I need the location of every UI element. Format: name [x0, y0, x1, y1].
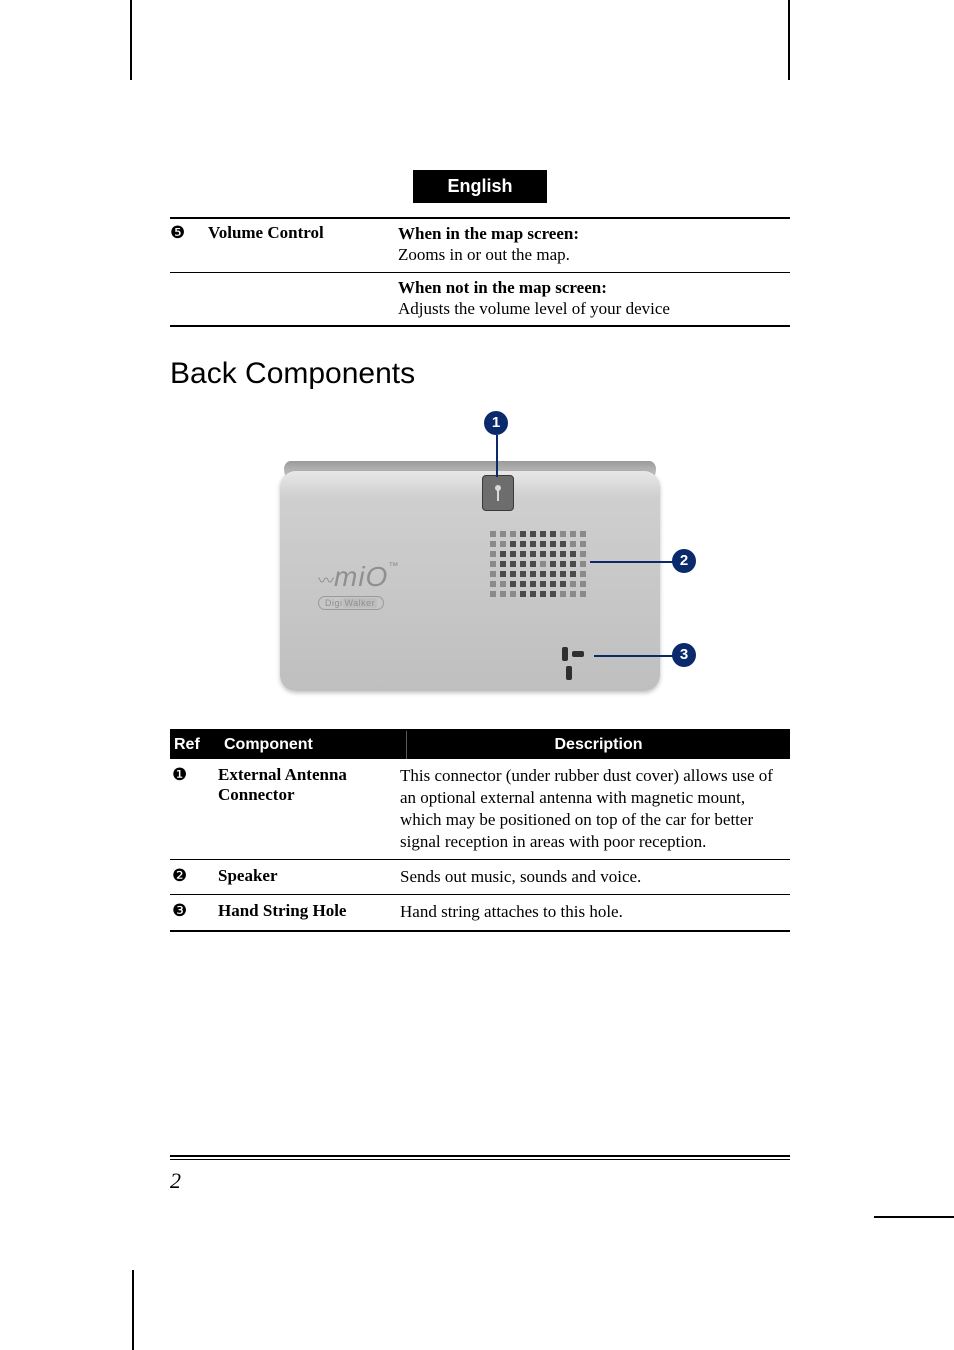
header-description: Description: [407, 731, 790, 759]
component-cell: [206, 273, 396, 326]
crop-mark: [130, 0, 132, 80]
device-logo: 〰miO™ DigiWalker: [318, 561, 398, 611]
hand-string-hole: [562, 647, 592, 661]
component-cell: Hand String Hole: [216, 895, 398, 929]
component-line: Connector: [218, 785, 294, 804]
table-header: Ref Component Description: [170, 731, 790, 759]
logo-text: miO: [334, 561, 388, 592]
language-badge: English: [413, 170, 547, 203]
component-cell: External Antenna Connector: [216, 759, 398, 859]
ref-cell: ❷: [170, 860, 216, 894]
table-row: ❶ External Antenna Connector This connec…: [170, 759, 790, 860]
callout-leader: [590, 561, 674, 563]
ref-cell: ❶: [170, 759, 216, 859]
page-number: 2: [170, 1168, 181, 1194]
ref-cell: ❸: [170, 895, 216, 929]
description-cell: Sends out music, sounds and voice.: [398, 860, 790, 894]
speaker-grille: [490, 531, 586, 597]
desc-bold: When in the map screen:: [398, 224, 579, 243]
desc-text: Adjusts the volume level of your device: [398, 299, 670, 318]
antenna-icon: [491, 483, 505, 503]
section-heading: Back Components: [170, 357, 790, 391]
component-line: External Antenna: [218, 765, 347, 784]
description-cell: This connector (under rubber dust cover)…: [398, 759, 790, 859]
callout-2: 2: [672, 549, 696, 573]
footer-rule: [170, 1155, 790, 1160]
logo-sub-a: Digi: [325, 598, 343, 608]
logo-swoosh-icon: 〰: [318, 573, 334, 590]
ref-cell: ❺: [170, 219, 206, 272]
logo-tm: ™: [388, 561, 398, 572]
description-cell: When not in the map screen: Adjusts the …: [396, 273, 790, 326]
back-components-table: Ref Component Description ❶ External Ant…: [170, 729, 790, 932]
volume-control-table: ❺ Volume Control When in the map screen:…: [170, 217, 790, 327]
component-cell: Speaker: [216, 860, 398, 894]
callout-3: 3: [672, 643, 696, 667]
callout-leader: [496, 435, 498, 477]
table-row: When not in the map screen: Adjusts the …: [170, 273, 790, 328]
logo-subtext: DigiWalker: [318, 596, 384, 610]
table-row: ❺ Volume Control When in the map screen:…: [170, 219, 790, 273]
callout-1: 1: [484, 411, 508, 435]
crop-mark: [874, 1216, 954, 1218]
header-ref: Ref: [170, 731, 220, 759]
crop-mark: [132, 1270, 134, 1350]
table-row: ❷ Speaker Sends out music, sounds and vo…: [170, 860, 790, 895]
page-content: English ❺ Volume Control When in the map…: [170, 170, 790, 932]
desc-bold: When not in the map screen:: [398, 278, 607, 297]
callout-leader: [594, 655, 674, 657]
crop-mark: [788, 0, 790, 80]
component-cell: Volume Control: [206, 219, 396, 272]
table-row: ❸ Hand String Hole Hand string attaches …: [170, 895, 790, 931]
desc-text: Zooms in or out the map.: [398, 245, 570, 264]
ref-cell: [170, 273, 206, 326]
logo-sub-b: Walker: [343, 598, 378, 608]
device-back-figure: 〰miO™ DigiWalker 1 2 3: [250, 411, 710, 711]
description-cell: Hand string attaches to this hole.: [398, 895, 790, 929]
description-cell: When in the map screen: Zooms in or out …: [396, 219, 790, 272]
external-antenna-connector: [482, 475, 514, 511]
header-component: Component: [220, 731, 407, 759]
